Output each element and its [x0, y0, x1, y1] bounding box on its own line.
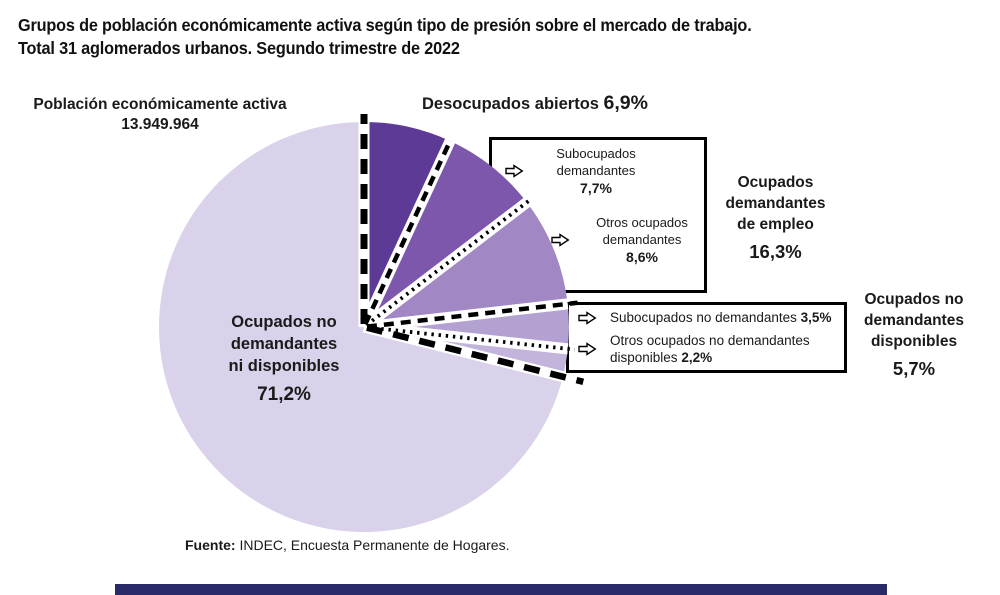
- slice-label-ocupados-ni-disponibles: Ocupados no demandantes ni disponibles 7…: [184, 311, 384, 406]
- slice-divider-line: [365, 199, 530, 327]
- total-population-label: Población económicamente activa 13.949.9…: [10, 95, 310, 135]
- pie-slice: [364, 140, 527, 327]
- slice-pct-otros-ocupados-demandantes: 8,6%: [626, 249, 658, 265]
- slice-divider-line: [366, 325, 575, 352]
- slice-divider-line: [366, 300, 578, 329]
- slice-gap: [359, 138, 456, 330]
- slice-pct-subocupados-demandantes: 7,7%: [580, 180, 612, 196]
- bottom-brand-bar: [115, 584, 887, 595]
- slice-pct-ocupados-ni-disponibles: 71,2%: [257, 384, 311, 405]
- group-label-no-demandantes-disponibles: Ocupados no demandantes disponibles 5,7%: [850, 289, 978, 379]
- callout-text: Subocupados demandantes 7,7%: [537, 146, 655, 197]
- slice-gap: [363, 298, 569, 333]
- chart-title-line1: Grupos de población económicamente activ…: [18, 15, 752, 35]
- callout-text: Subocupados no demandantes 3,5%: [610, 310, 832, 325]
- callout-subocupados-demandantes: Subocupados demandantes 7,7%: [505, 146, 655, 197]
- chart-title: Grupos de población económicamente activ…: [18, 14, 807, 60]
- callout-subocupados-no-demandantes: Subocupados no demandantes 3,5%: [578, 309, 831, 326]
- callout-otros-ocupados-demandantes: Otros ocupados demandantes 8,6%: [551, 215, 701, 266]
- total-population-value: 13.949.964: [121, 116, 199, 133]
- callout-text: Otros ocupados no demandantes disponible…: [610, 333, 810, 365]
- pie-slice: [364, 202, 568, 327]
- slice-pct-otros-no-demandantes: 2,2%: [681, 350, 713, 365]
- source-note: Fuente: INDEC, Encuesta Permanente de Ho…: [185, 537, 510, 553]
- pie-slice: [364, 303, 569, 349]
- slice-pct-subocupados-no-demandantes: 3,5%: [800, 310, 832, 325]
- group-pct-ocupados-demandantes: 16,3%: [749, 241, 802, 262]
- slice-divider-line: [363, 138, 453, 326]
- slice-divider-line: [366, 324, 585, 385]
- right-arrow-icon: [551, 233, 570, 248]
- chart-title-line2: Total 31 aglomerados urbanos. Segundo tr…: [18, 38, 460, 58]
- right-arrow-icon: [578, 342, 597, 356]
- group-pct-no-demandantes-disponibles: 5,7%: [892, 358, 936, 379]
- right-arrow-icon: [505, 164, 524, 179]
- total-population-title: Población económicamente activa: [33, 96, 287, 113]
- group-label-ocupados-demandantes: Ocupados demandantes de empleo 16,3%: [703, 172, 848, 262]
- callout-otros-no-demandantes-disponibles: Otros ocupados no demandantes disponible…: [578, 332, 810, 366]
- right-arrow-icon: [578, 310, 597, 325]
- slice-pct-desocupados: 6,9%: [603, 92, 648, 114]
- callout-text: Otros ocupados demandantes 8,6%: [583, 215, 701, 266]
- slice-label-desocupados: Desocupados abiertos 6,9%: [421, 92, 648, 114]
